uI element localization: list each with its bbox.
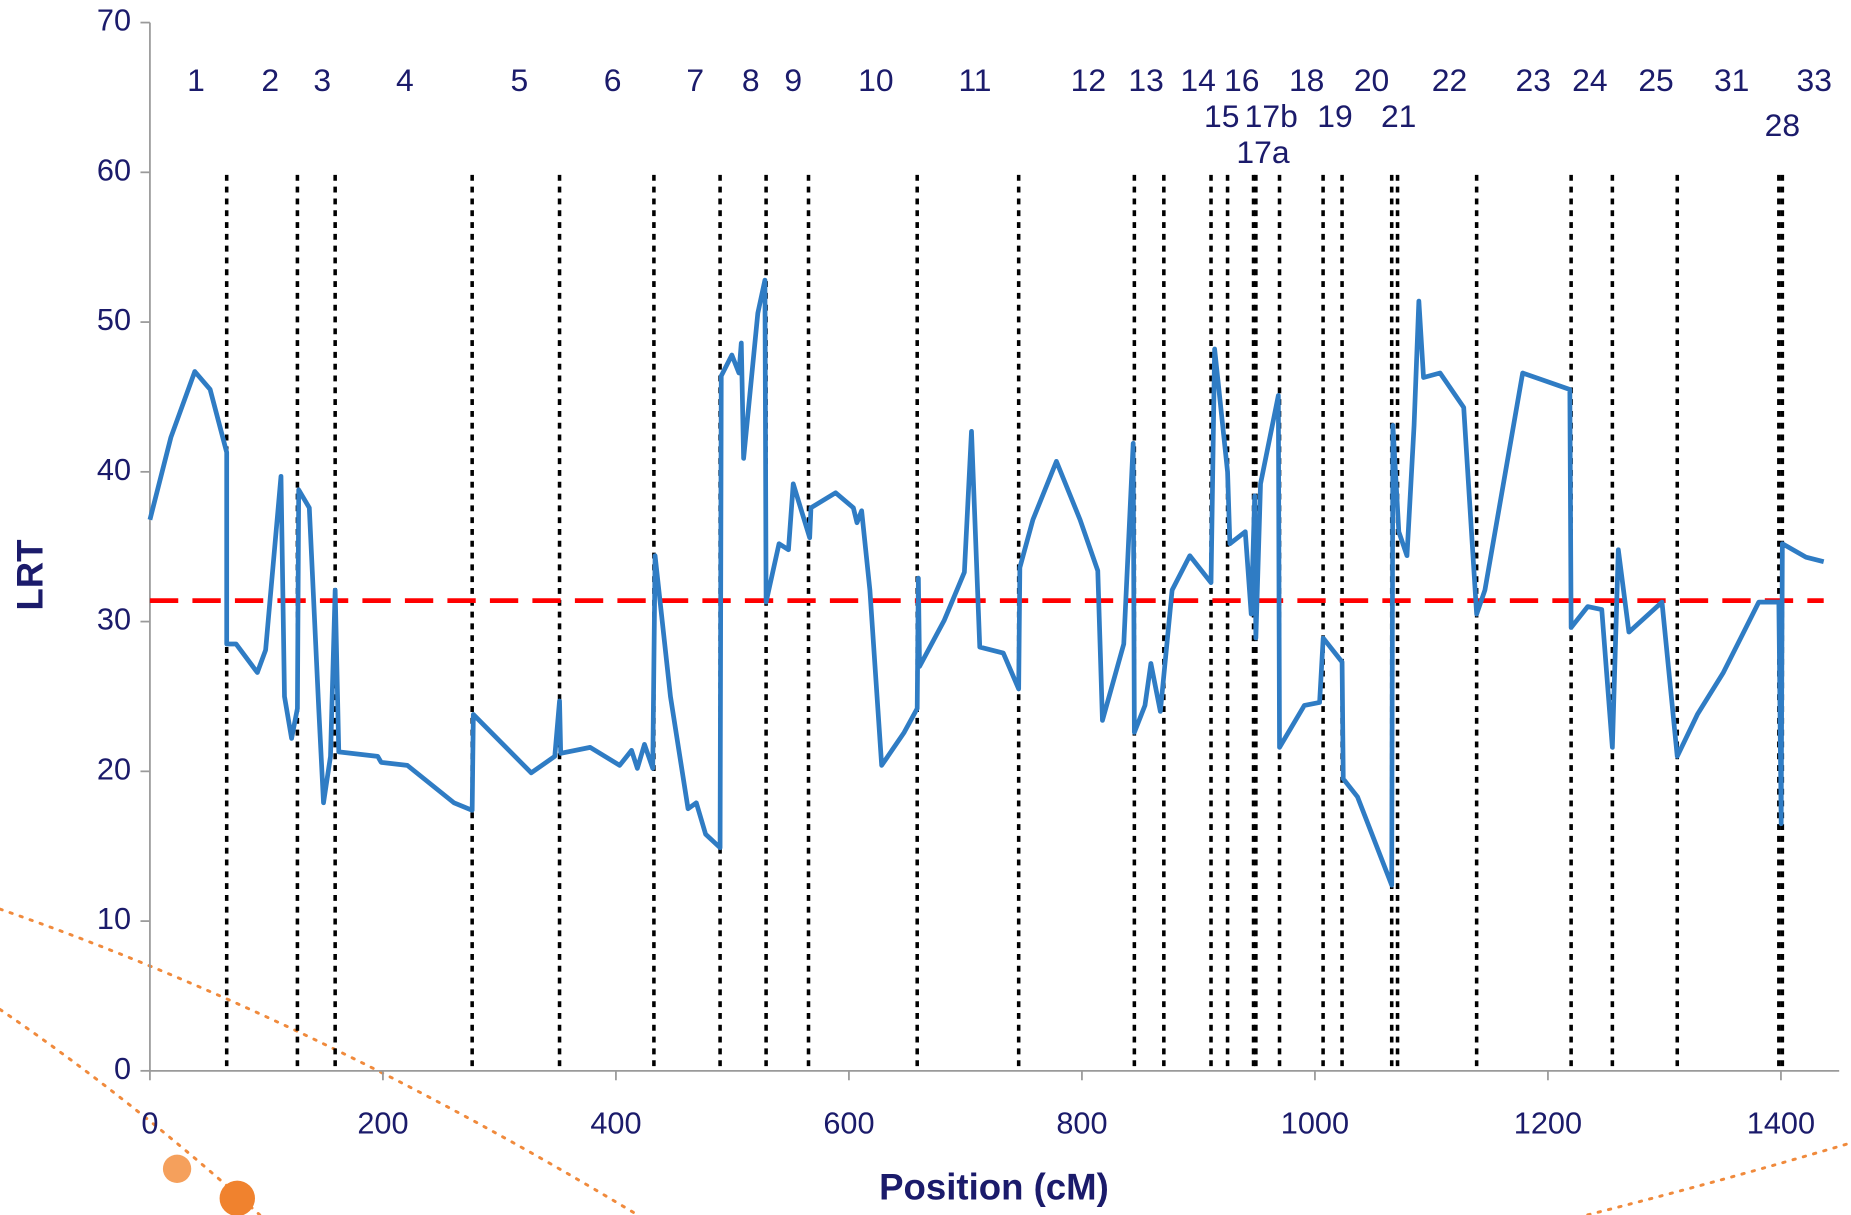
decor-arc: [1586, 1141, 1851, 1215]
y-axis-title: LRT: [10, 539, 51, 610]
x-tick-label: 600: [823, 1105, 874, 1140]
chromosome-label: 5: [510, 62, 528, 98]
chromosome-label: 3: [313, 62, 331, 98]
chromosome-label: 11: [958, 62, 991, 98]
chromosome-label: 21: [1381, 98, 1416, 134]
decor-arc: [0, 1007, 262, 1215]
y-tick-label: 10: [97, 901, 131, 936]
x-tick-label: 200: [357, 1105, 408, 1140]
chromosome-label: 10: [858, 62, 893, 98]
chromosome-label: 12: [1071, 62, 1106, 98]
chromosome-label: 28: [1765, 107, 1800, 143]
chromosome-label: 17a: [1236, 134, 1289, 170]
chromosome-label: 33: [1797, 62, 1832, 98]
x-tick-label: 800: [1056, 1105, 1107, 1140]
chromosome-label: 31: [1714, 62, 1749, 98]
decor-dot: [162, 1154, 192, 1183]
y-tick-label: 40: [97, 452, 131, 487]
y-tick-label: 20: [97, 751, 131, 786]
chromosome-label: 25: [1638, 62, 1673, 98]
y-tick-label: 0: [114, 1051, 131, 1086]
x-tick-label: 0: [141, 1105, 158, 1140]
x-tick-label: 1000: [1281, 1105, 1349, 1140]
x-axis-title: Position (cM): [879, 1167, 1109, 1208]
decoration: [0, 907, 1851, 1215]
chromosome-label: 20: [1354, 62, 1389, 98]
lrt-line: [147, 277, 1825, 888]
chromosome-label: 6: [604, 62, 622, 98]
x-tick-label: 1400: [1747, 1105, 1815, 1140]
chromosome-label: 14: [1180, 62, 1215, 98]
chromosome-label: 8: [742, 62, 760, 98]
chromosome-label: 15: [1204, 98, 1239, 134]
decor-arc: [0, 907, 639, 1215]
chromosome-label: 24: [1572, 62, 1607, 98]
chromosome-label: 9: [784, 62, 802, 98]
x-tick-label: 400: [590, 1105, 641, 1140]
chromosome-label: 2: [261, 62, 279, 98]
y-tick-label: 60: [97, 152, 131, 187]
chromosome-label: 13: [1128, 62, 1163, 98]
chromosome-label: 16: [1224, 62, 1259, 98]
y-tick-label: 30: [97, 602, 131, 637]
chromosome-label: 22: [1432, 62, 1467, 98]
x-tick-label: 1200: [1514, 1105, 1582, 1140]
chromosome-label: 7: [686, 62, 704, 98]
chromosome-label: 17b: [1245, 98, 1298, 134]
y-tick-label: 70: [97, 3, 131, 38]
chromosome-label: 4: [396, 62, 414, 98]
y-tick-label: 50: [97, 302, 131, 337]
decor-dot: [219, 1180, 255, 1215]
chromosome-label: 23: [1516, 62, 1551, 98]
chromosome-label: 19: [1317, 98, 1352, 134]
chromosome-label: 18: [1289, 62, 1324, 98]
chromosome-label: 1: [187, 62, 205, 98]
